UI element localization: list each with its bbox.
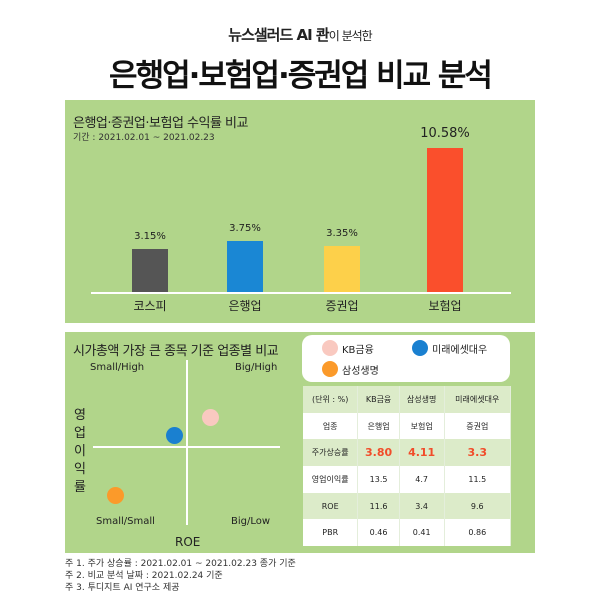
- comparison-table: (단위 : %) KB금융 삼성생명 미래에셋대우 업종 은행업 보험업 증권업 주가…: [303, 386, 512, 547]
- cell: 영업이익률: [303, 466, 359, 493]
- cell: 0.86: [444, 519, 512, 547]
- horizontal-axis: [93, 446, 280, 448]
- legend: KB금융 미래에셋대우 삼성생명: [302, 335, 510, 382]
- point-mirae: [166, 427, 183, 444]
- quadrant-small-small: Small/Small: [96, 516, 155, 527]
- category-label: 코스피: [133, 299, 167, 313]
- cell: 13.5: [357, 466, 400, 493]
- data-label: 10.58%: [420, 126, 470, 141]
- cell: PBR: [303, 519, 359, 547]
- bar-0: [132, 249, 168, 292]
- table-row: 업종 은행업 보험업 증권업: [303, 412, 512, 440]
- x-axis-label: ROE: [175, 535, 201, 549]
- legend-mirae: 미래에셋대우: [412, 340, 487, 356]
- cell: 주가상승률: [303, 439, 359, 467]
- category-label: 은행업: [228, 299, 262, 313]
- chart-period: 기간 : 2021.02.01 ~ 2021.02.23: [73, 133, 215, 143]
- footnote: 주 3. 투디지트 AI 연구소 제공: [65, 583, 180, 593]
- footnote: 주 1. 주가 상승률 : 2021.02.01 ~ 2021.02.23 종가…: [65, 559, 296, 569]
- cell: ROE: [303, 492, 359, 520]
- data-label: 3.15%: [134, 231, 166, 243]
- cell: 11.5: [444, 466, 512, 493]
- cell: 0.41: [399, 519, 445, 547]
- cell: 보험업: [399, 412, 445, 440]
- cell: 3.3: [444, 439, 512, 467]
- data-label: 3.35%: [326, 228, 358, 240]
- quadrant-big-high: Big/High: [235, 362, 278, 373]
- bar-chart-panel: 은행업·증권업·보험업 수익률 비교 기간 : 2021.02.01 ~ 202…: [65, 100, 535, 323]
- subtitle: 뉴스샐러드 AI 콴이 분석한: [0, 24, 600, 45]
- footnote: 주 2. 비교 분석 날짜 : 2021.02.24 기준: [65, 571, 223, 581]
- point-kb: [202, 409, 219, 426]
- legend-label: 삼성생명: [342, 365, 379, 377]
- bar-3: [427, 148, 463, 292]
- legend-samsung: 삼성생명: [322, 361, 379, 377]
- cell: 3.4: [399, 492, 445, 520]
- subtitle-main: 뉴스샐러드 AI 콴: [228, 26, 329, 44]
- header-cell: 미래에셋대우: [444, 386, 512, 413]
- chart-title: 은행업·증권업·보험업 수익률 비교: [73, 116, 248, 131]
- scatter-title: 시가총액 가장 큰 종목 기준 업종별 비교: [73, 344, 279, 359]
- table-row: PBR 0.46 0.41 0.86: [303, 519, 512, 547]
- cell: 9.6: [444, 492, 512, 520]
- data-label: 3.75%: [229, 222, 261, 234]
- footnotes: 주 1. 주가 상승률 : 2021.02.01 ~ 2021.02.23 종가…: [65, 558, 296, 594]
- category-label: 보험업: [428, 299, 462, 313]
- page-title: 은행업·보험업·증권업 비교 분석: [109, 58, 493, 94]
- bar-1: [227, 240, 263, 292]
- kb-dot-icon: [322, 340, 338, 356]
- comparison-panel: 시가총액 가장 큰 종목 기준 업종별 비교 Small/High Big/Hi…: [65, 332, 535, 553]
- header-cell: 삼성생명: [399, 386, 445, 413]
- table-row: ROE 11.6 3.4 9.6: [303, 492, 512, 520]
- cell: 11.6: [357, 492, 400, 520]
- cell: 증권업: [444, 412, 512, 440]
- header-cell: KB금융: [357, 386, 400, 413]
- cell: 은행업: [357, 412, 400, 440]
- y-axis-label: 영업이익률: [74, 408, 86, 495]
- legend-kb: KB금융: [322, 340, 374, 356]
- legend-label: 미래에셋대우: [432, 344, 488, 356]
- cell: 4.7: [399, 466, 445, 493]
- samsung-dot-icon: [322, 361, 338, 377]
- category-label: 증권업: [325, 299, 359, 313]
- point-samsung: [107, 487, 124, 504]
- table-header: (단위 : %) KB금융 삼성생명 미래에셋대우: [303, 386, 512, 413]
- quadrant-small-high: Small/High: [90, 362, 145, 373]
- legend-label: KB금융: [342, 344, 374, 356]
- vertical-axis: [186, 360, 188, 525]
- cell: 3.80: [357, 439, 400, 467]
- table-row: 영업이익률 13.5 4.7 11.5: [303, 466, 512, 493]
- table-row: 주가상승률 3.80 4.11 3.3: [303, 439, 512, 467]
- quadrant-big-low: Big/Low: [231, 516, 271, 527]
- subtitle-rest: 이 분석한: [328, 29, 373, 43]
- header-cell: (단위 : %): [303, 386, 359, 413]
- x-axis-line: [91, 292, 511, 294]
- cell: 4.11: [399, 439, 445, 467]
- mirae-dot-icon: [412, 340, 428, 356]
- cell: 0.46: [357, 519, 400, 547]
- cell: 업종: [303, 412, 359, 440]
- bar-2: [324, 246, 360, 292]
